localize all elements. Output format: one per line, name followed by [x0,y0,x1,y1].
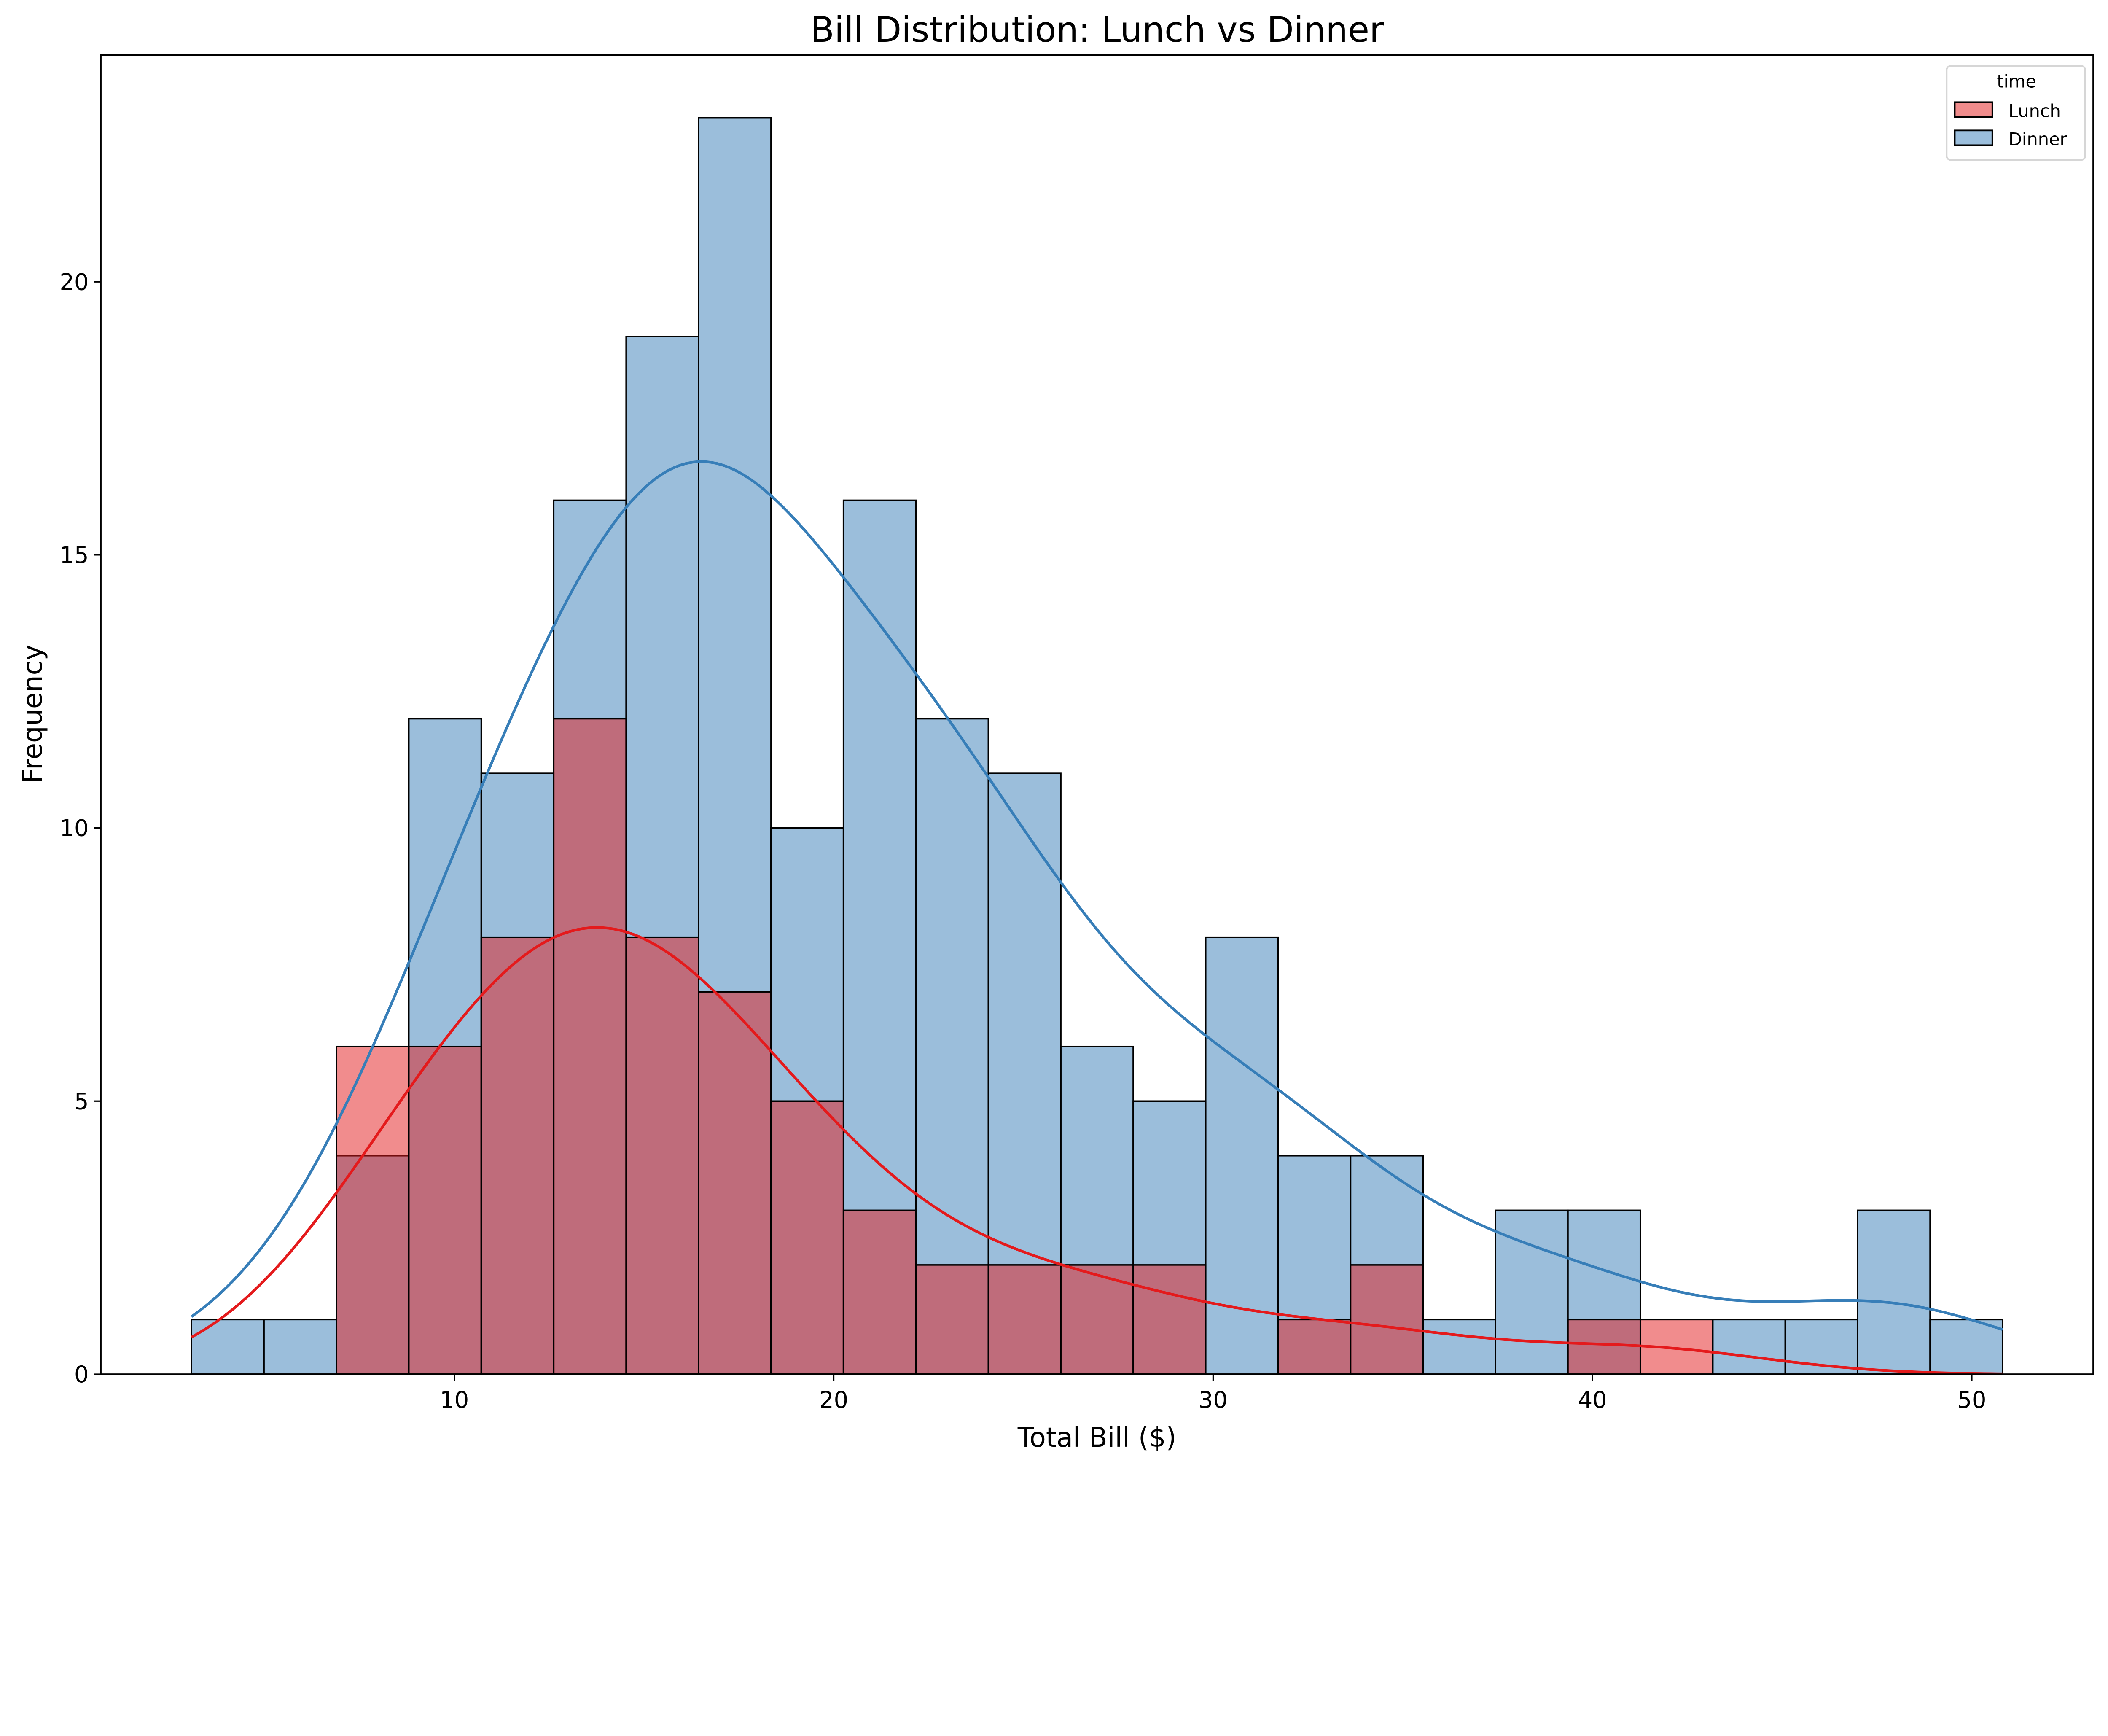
bar-lunch [770,1100,844,1375]
bar-lunch [698,991,772,1375]
bar-lunch [1567,1319,1641,1375]
bar-lunch [480,936,555,1375]
x-tick-label: 50 [1957,1387,1987,1413]
x-axis-label: Total Bill ($) [1017,1422,1177,1453]
legend-swatch-dinner [1954,129,1993,146]
bar-dinner [263,1319,337,1375]
x-tick-label: 20 [819,1387,848,1413]
legend-label-lunch: Lunch [2009,101,2061,121]
bar-lunch [1277,1319,1352,1375]
bar-lunch [915,1264,989,1375]
bar-dinner [1205,936,1279,1375]
y-axis-label: Frequency [17,645,48,783]
bar-lunch [408,1045,482,1375]
y-tick-label: 15 [60,542,89,568]
chart-title: Bill Distribution: Lunch vs Dinner [810,9,1384,50]
bar-dinner [1857,1209,1931,1375]
bar-lunch [1060,1264,1134,1375]
legend-title: time [1997,71,2036,92]
kde-line-dinner [191,460,2003,1331]
x-tick-label: 40 [1578,1387,1607,1413]
kde-curves [191,460,2003,1375]
bar-lunch [553,718,627,1375]
bar-dinner [191,1319,265,1375]
bar-dinner [1712,1319,1786,1375]
kde-line-lunch [191,926,2003,1375]
plot-frame [100,54,2094,1375]
y-tick-label: 5 [74,1088,89,1114]
bar-lunch [987,1264,1062,1375]
x-tick-label: 30 [1199,1387,1228,1413]
legend: time Lunch Dinner [1946,65,2086,161]
legend-label-dinner: Dinner [2009,129,2067,149]
x-tick-label: 10 [440,1387,469,1413]
bar-lunch [1132,1264,1207,1375]
bar-lunch [1350,1264,1424,1375]
bars [191,117,2003,1375]
bar-lunch [625,936,699,1375]
y-tick-label: 20 [60,269,89,295]
x-ticks: 10 20 30 40 50 [440,1374,1986,1413]
legend-swatch-lunch [1954,101,1993,118]
bar-lunch [336,1045,410,1375]
y-tick-label: 0 [74,1361,89,1388]
chart: Bill Distribution: Lunch vs Dinner 10 20 3… [17,9,2094,1453]
y-tick-label: 10 [60,815,89,842]
y-ticks: 0 5 10 15 20 [60,269,101,1388]
bar-lunch [842,1209,917,1375]
bar-dinner [1929,1319,2003,1375]
bar-dinner [1422,1319,1496,1375]
